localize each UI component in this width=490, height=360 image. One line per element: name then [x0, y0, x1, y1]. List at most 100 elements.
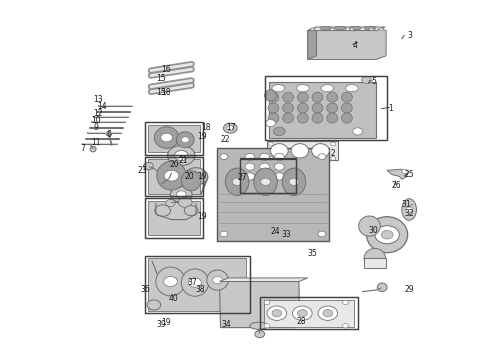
Ellipse shape — [318, 231, 326, 237]
Text: 18: 18 — [201, 123, 211, 132]
Ellipse shape — [269, 142, 273, 146]
Bar — [145, 256, 250, 313]
Ellipse shape — [381, 230, 393, 239]
Ellipse shape — [184, 206, 198, 216]
Text: 37: 37 — [187, 278, 197, 287]
Ellipse shape — [220, 154, 228, 159]
Ellipse shape — [345, 85, 358, 92]
Ellipse shape — [220, 231, 228, 237]
Ellipse shape — [297, 113, 308, 123]
Ellipse shape — [207, 270, 228, 290]
Bar — [145, 122, 203, 155]
Ellipse shape — [343, 300, 348, 305]
Text: 1: 1 — [389, 104, 393, 113]
Text: 12: 12 — [93, 109, 103, 118]
Ellipse shape — [320, 26, 332, 30]
Ellipse shape — [154, 127, 179, 148]
Text: 2: 2 — [331, 149, 336, 158]
Ellipse shape — [160, 167, 170, 183]
Ellipse shape — [261, 178, 270, 185]
Ellipse shape — [264, 300, 270, 305]
Text: 29: 29 — [405, 285, 415, 294]
Text: 13: 13 — [93, 95, 103, 104]
Text: 15: 15 — [156, 74, 166, 83]
Text: 38: 38 — [195, 285, 205, 294]
Ellipse shape — [282, 168, 306, 195]
Bar — [145, 198, 203, 238]
Text: 19: 19 — [197, 212, 207, 220]
Ellipse shape — [274, 163, 284, 170]
Ellipse shape — [254, 168, 277, 195]
Ellipse shape — [260, 163, 270, 170]
Text: 17: 17 — [226, 123, 236, 132]
Text: 6: 6 — [106, 130, 111, 139]
Bar — [145, 157, 203, 196]
Ellipse shape — [269, 157, 273, 160]
Ellipse shape — [272, 85, 285, 92]
Ellipse shape — [331, 142, 336, 146]
Text: 25: 25 — [405, 170, 415, 179]
Ellipse shape — [312, 113, 323, 123]
Ellipse shape — [297, 103, 308, 113]
Ellipse shape — [297, 92, 308, 102]
Ellipse shape — [270, 144, 288, 158]
Ellipse shape — [272, 310, 282, 317]
Polygon shape — [220, 282, 300, 328]
Ellipse shape — [318, 154, 326, 159]
Ellipse shape — [327, 103, 338, 113]
Text: 20: 20 — [170, 161, 179, 170]
Text: 5: 5 — [371, 77, 376, 86]
Ellipse shape — [273, 127, 285, 136]
Ellipse shape — [296, 85, 309, 92]
Text: 19: 19 — [161, 318, 171, 327]
Ellipse shape — [364, 26, 376, 30]
Ellipse shape — [283, 113, 294, 123]
Ellipse shape — [367, 217, 408, 253]
Ellipse shape — [291, 144, 309, 158]
Text: 14: 14 — [97, 103, 107, 112]
Bar — [145, 198, 203, 238]
Ellipse shape — [406, 207, 413, 212]
Bar — [265, 76, 387, 140]
Text: 22: 22 — [220, 135, 230, 144]
Ellipse shape — [225, 168, 249, 195]
Ellipse shape — [349, 26, 361, 30]
Text: 10: 10 — [91, 116, 101, 125]
Ellipse shape — [250, 322, 268, 329]
Ellipse shape — [157, 161, 186, 190]
Text: 19: 19 — [197, 172, 207, 181]
Text: 40: 40 — [169, 294, 178, 303]
Bar — [145, 122, 203, 155]
Text: 3: 3 — [407, 31, 412, 40]
Ellipse shape — [375, 226, 399, 244]
Ellipse shape — [156, 267, 185, 296]
Ellipse shape — [330, 28, 335, 30]
Ellipse shape — [283, 103, 294, 113]
Ellipse shape — [267, 306, 287, 320]
Ellipse shape — [327, 92, 338, 102]
Bar — [265, 76, 387, 140]
Polygon shape — [220, 278, 308, 282]
Ellipse shape — [369, 28, 374, 30]
Ellipse shape — [161, 133, 172, 142]
Ellipse shape — [176, 132, 194, 148]
Ellipse shape — [268, 113, 279, 123]
Bar — [145, 256, 250, 313]
Ellipse shape — [359, 216, 380, 236]
Text: 33: 33 — [281, 230, 291, 239]
Ellipse shape — [181, 171, 201, 191]
Ellipse shape — [312, 103, 323, 113]
Text: 34: 34 — [221, 320, 231, 329]
Bar — [148, 159, 200, 194]
Bar — [240, 158, 296, 193]
Ellipse shape — [223, 123, 237, 133]
Ellipse shape — [181, 269, 209, 296]
Ellipse shape — [264, 324, 270, 328]
Ellipse shape — [318, 306, 338, 320]
Bar — [217, 148, 329, 241]
Ellipse shape — [312, 92, 323, 102]
Ellipse shape — [402, 199, 416, 220]
Ellipse shape — [323, 310, 333, 317]
Ellipse shape — [147, 300, 161, 310]
Ellipse shape — [260, 153, 270, 161]
